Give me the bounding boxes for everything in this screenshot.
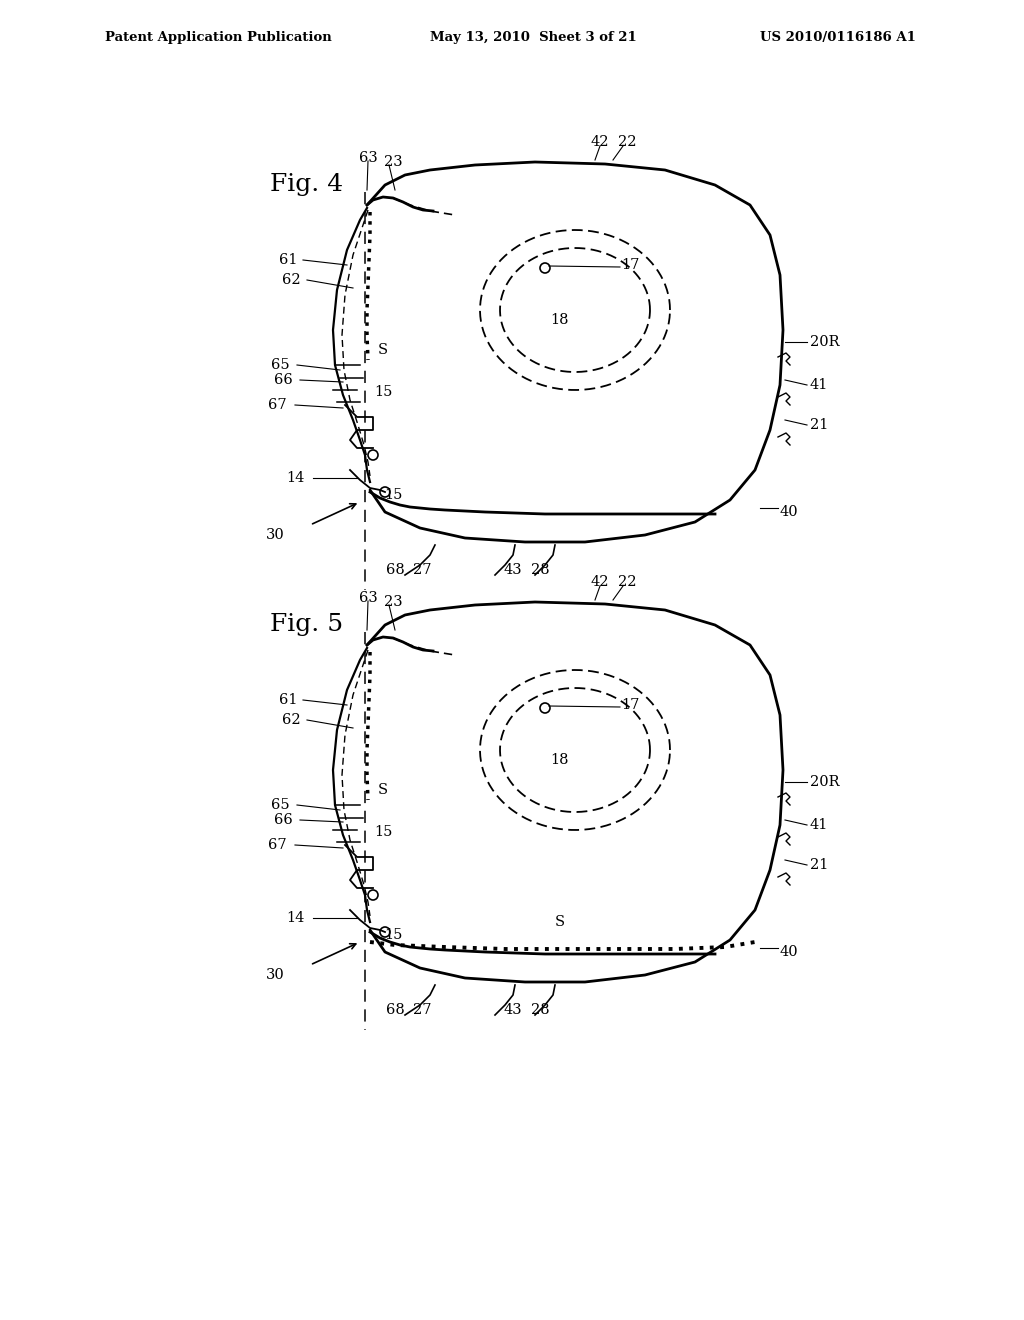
Text: 61: 61 xyxy=(279,693,297,708)
Text: US 2010/0116186 A1: US 2010/0116186 A1 xyxy=(760,30,915,44)
Text: 42: 42 xyxy=(591,576,609,589)
Text: 68: 68 xyxy=(386,564,404,577)
Text: 67: 67 xyxy=(268,838,287,851)
Text: 27: 27 xyxy=(413,564,431,577)
Text: 65: 65 xyxy=(271,799,290,812)
Text: S: S xyxy=(378,783,388,797)
Text: Fig. 4: Fig. 4 xyxy=(270,173,343,197)
Text: 43: 43 xyxy=(504,1003,522,1016)
Text: 30: 30 xyxy=(266,968,285,982)
Text: 40: 40 xyxy=(780,506,799,519)
Text: 20R: 20R xyxy=(810,775,840,789)
Text: 15: 15 xyxy=(384,928,402,942)
Text: S: S xyxy=(378,343,388,356)
Text: 22: 22 xyxy=(617,135,636,149)
Text: 21: 21 xyxy=(810,418,828,432)
Text: May 13, 2010  Sheet 3 of 21: May 13, 2010 Sheet 3 of 21 xyxy=(430,30,637,44)
Text: 15: 15 xyxy=(374,825,392,840)
Text: 66: 66 xyxy=(274,374,293,387)
Text: 21: 21 xyxy=(810,858,828,873)
Text: 23: 23 xyxy=(384,595,402,609)
Text: 62: 62 xyxy=(283,713,301,727)
Text: 18: 18 xyxy=(551,313,569,327)
Text: 66: 66 xyxy=(274,813,293,828)
Text: 27: 27 xyxy=(413,1003,431,1016)
Text: 40: 40 xyxy=(780,945,799,960)
Text: 22: 22 xyxy=(617,576,636,589)
Text: 41: 41 xyxy=(810,378,828,392)
Text: 14: 14 xyxy=(287,911,305,925)
Text: 23: 23 xyxy=(384,154,402,169)
Text: 17: 17 xyxy=(621,257,639,272)
Text: 17: 17 xyxy=(621,698,639,711)
Text: 67: 67 xyxy=(268,399,287,412)
Text: 20R: 20R xyxy=(810,335,840,348)
Text: 15: 15 xyxy=(384,488,402,502)
Text: 28: 28 xyxy=(530,564,549,577)
Text: 43: 43 xyxy=(504,564,522,577)
Text: 63: 63 xyxy=(358,591,378,605)
Text: 63: 63 xyxy=(358,150,378,165)
Text: 62: 62 xyxy=(283,273,301,286)
Text: 41: 41 xyxy=(810,818,828,832)
Text: Fig. 5: Fig. 5 xyxy=(270,614,343,636)
Text: 15: 15 xyxy=(374,385,392,399)
Text: S: S xyxy=(555,915,565,929)
Text: 65: 65 xyxy=(271,358,290,372)
Text: 61: 61 xyxy=(279,253,297,267)
Text: 42: 42 xyxy=(591,135,609,149)
Text: 68: 68 xyxy=(386,1003,404,1016)
Text: Patent Application Publication: Patent Application Publication xyxy=(105,30,332,44)
Text: 30: 30 xyxy=(266,528,285,543)
Text: 14: 14 xyxy=(287,471,305,484)
Text: 18: 18 xyxy=(551,752,569,767)
Text: 28: 28 xyxy=(530,1003,549,1016)
